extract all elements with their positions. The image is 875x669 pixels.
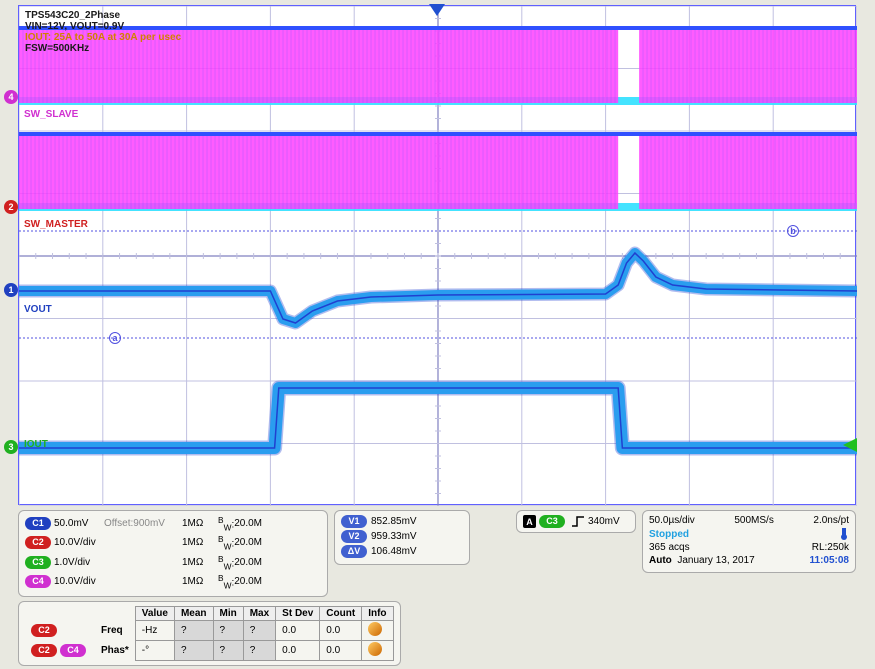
cursor-values-panel: V1 852.85mV V2 959.33mV ΔV 106.48mV [334, 510, 470, 565]
dv-value: 106.48mV [371, 546, 417, 557]
bw-label: BW: [218, 534, 234, 551]
ch2-bw: 20.0M [234, 537, 262, 548]
time-per-div: 50.0µs/div [649, 515, 695, 526]
ch3-settings-row: C3 1.0V/div 1MΩ BW: 20.0M [25, 554, 321, 571]
ch1-badge: C1 [25, 517, 51, 530]
ch3-coupling: 1MΩ [182, 557, 218, 568]
header-line: FSW=500KHz [25, 43, 181, 54]
acq-time: 11:05:08 [810, 555, 849, 566]
vout-label: VOUT [24, 304, 52, 315]
channel-1-marker[interactable]: 1 [4, 283, 18, 297]
iout-label: IOUT [24, 439, 48, 450]
sw-master-label: SW_MASTER [24, 219, 88, 230]
rising-edge-icon [571, 515, 585, 528]
acq-mode: Auto [649, 555, 672, 566]
channel-settings-panel: C1 50.0mV Offset:900mV 1MΩ BW: 20.0M C2 … [18, 510, 328, 597]
v1-value: 852.85mV [371, 516, 417, 527]
ch4-settings-row: C4 10.0V/div 1MΩ BW: 20.0M [25, 573, 321, 590]
v2-badge: V2 [341, 530, 367, 543]
bw-label: BW: [218, 554, 234, 571]
ch2-coupling: 1MΩ [182, 537, 218, 548]
channel-4-marker[interactable]: 4 [4, 90, 18, 104]
ch1-offset: Offset:900mV [104, 518, 182, 529]
trigger-position-marker [429, 4, 445, 19]
header-line: IOUT: 25A to 50A at 30A per usec [25, 32, 181, 43]
resolution: 2.0ns/pt [813, 515, 849, 526]
timebase-panel: 50.0µs/div 500MS/s 2.0ns/pt Stopped 365 … [642, 510, 856, 573]
trigger-level-marker[interactable] [843, 438, 857, 455]
record-length: RL:250k [812, 542, 849, 553]
sw-slave-label: SW_SLAVE [24, 109, 78, 120]
ch1-bw: 20.0M [234, 518, 262, 529]
dv-badge: ΔV [341, 545, 367, 558]
ch4-coupling: 1MΩ [182, 576, 218, 587]
v2-value: 959.33mV [371, 531, 417, 542]
header-annotations: TPS543C20_2PhaseVIN=12V, VOUT=0.9VIOUT: … [25, 10, 181, 54]
bottom-info-panel: C1 50.0mV Offset:900mV 1MΩ BW: 20.0M C2 … [18, 510, 856, 669]
header-line: VIN=12V, VOUT=0.9V [25, 21, 181, 32]
ch2-scale: 10.0V/div [54, 537, 182, 548]
ch3-scale: 1.0V/div [54, 557, 182, 568]
stopped-thermometer-icon [839, 528, 849, 540]
ch4-badge: C4 [25, 575, 51, 588]
cursor-b-marker[interactable]: b [787, 225, 799, 237]
acq-status: Stopped [649, 529, 689, 540]
acq-date: January 13, 2017 [677, 555, 754, 566]
ch1-scale: 50.0mV [54, 518, 104, 529]
channel-2-marker[interactable]: 2 [4, 200, 18, 214]
ch2-badge: C2 [25, 536, 51, 549]
v1-badge: V1 [341, 515, 367, 528]
measurements-panel: ValueMeanMinMaxSt DevCountInfoC2Freq-Hz?… [18, 601, 401, 666]
cursor-a-marker[interactable]: a [109, 332, 121, 344]
oscilloscope-display: TPS543C20_2PhaseVIN=12V, VOUT=0.9VIOUT: … [18, 5, 856, 505]
measurements-table: ValueMeanMinMaxSt DevCountInfoC2Freq-Hz?… [25, 606, 394, 661]
sample-rate: 500MS/s [734, 515, 773, 526]
trigger-source-badge: C3 [539, 515, 565, 528]
waveform-canvas [19, 6, 857, 506]
ch4-bw: 20.0M [234, 576, 262, 587]
ch4-scale: 10.0V/div [54, 576, 182, 587]
acq-count: 365 acqs [649, 542, 690, 553]
ch1-coupling: 1MΩ [182, 518, 218, 529]
ch1-settings-row: C1 50.0mV Offset:900mV 1MΩ BW: 20.0M [25, 515, 321, 532]
bw-label: BW: [218, 515, 234, 532]
channel-3-marker[interactable]: 3 [4, 440, 18, 454]
ch2-settings-row: C2 10.0V/div 1MΩ BW: 20.0M [25, 534, 321, 551]
header-line: TPS543C20_2Phase [25, 10, 181, 21]
trigger-level: 340mV [588, 516, 620, 527]
bw-label: BW: [218, 573, 234, 590]
ch3-bw: 20.0M [234, 557, 262, 568]
trigger-panel: A C3 340mV [516, 510, 636, 533]
trigger-a-icon: A [523, 515, 536, 528]
ch3-badge: C3 [25, 556, 51, 569]
